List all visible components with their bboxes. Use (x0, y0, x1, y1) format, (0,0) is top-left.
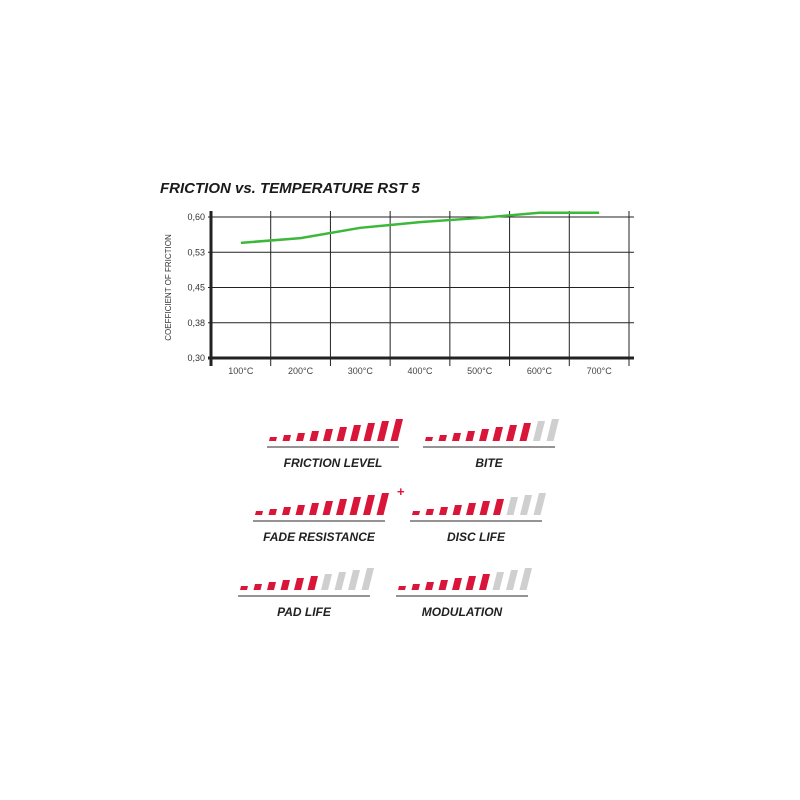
rating-bar-empty (492, 572, 504, 590)
rating-bar-filled (363, 423, 375, 441)
rating-bar-filled (363, 495, 375, 515)
plus-icon: + (397, 486, 405, 499)
rating-bar-filled (323, 429, 333, 441)
rating-bar-empty (361, 568, 374, 590)
chart-title: FRICTION vs. TEMPERATURE RST 5 (160, 180, 420, 197)
rating-bar-filled (255, 511, 263, 515)
x-tick-label: 300°C (348, 366, 374, 376)
rating-bar-filled (411, 584, 420, 590)
x-tick-label: 200°C (288, 366, 314, 376)
rating-label: FADE RESISTANCE (263, 530, 375, 544)
rating-bar-filled (240, 586, 248, 590)
rating-bar-filled (376, 493, 389, 515)
rating-bar-filled (267, 582, 276, 590)
rating-bar-filled (452, 433, 461, 441)
x-tick-label: 400°C (407, 366, 433, 376)
x-tick-label: 100°C (228, 366, 254, 376)
rating-bar-filled (506, 425, 517, 441)
rating-label: FRICTION LEVEL (283, 456, 383, 470)
rating-bar-filled (412, 511, 420, 515)
rating-bar-empty (533, 421, 545, 441)
rating-bar-filled (336, 499, 347, 515)
rating-bar-filled (425, 582, 434, 590)
x-tick-label: 700°C (587, 366, 613, 376)
x-tick-label: 600°C (527, 366, 553, 376)
friction-line (240, 211, 600, 245)
rating-bar-filled (322, 501, 333, 515)
rating-bar-filled (268, 509, 277, 515)
rating-label: MODULATION (421, 605, 503, 619)
rating-bar-empty (334, 572, 346, 590)
rating-bar-empty (533, 493, 546, 515)
rating-bar-empty (520, 495, 532, 515)
rating-bar-filled (295, 505, 305, 515)
rating-bar-empty (506, 570, 518, 590)
rating-bar-filled (438, 435, 447, 441)
rating-bar-filled (309, 503, 319, 515)
rating-bar-filled (479, 501, 490, 515)
rating-bar-filled (280, 580, 290, 590)
y-tick-label: 0,45 (187, 283, 205, 293)
rating-bar-filled (493, 499, 504, 515)
rating-bar-filled (425, 509, 434, 515)
rating-label: PAD LIFE (277, 605, 331, 619)
rating-bar-filled (439, 507, 448, 515)
rating-bar-filled (425, 437, 433, 441)
friction-chart: 0,30 0,38 0,45 0,53 0,60 100°C 200°C 300°C 400°C… (164, 211, 634, 376)
rating-bar-filled (479, 574, 490, 590)
rating-bar-filled (465, 431, 475, 441)
y-tick-label: 0,38 (187, 318, 205, 328)
rating-bar-filled (390, 419, 403, 441)
rating-bar-filled (309, 431, 319, 441)
y-axis-label: COEFFICIENT OF FRICTION (164, 234, 173, 341)
rating-bar-filled (282, 507, 291, 515)
y-tick-label: 0,30 (187, 353, 205, 363)
rating-bar-empty (506, 497, 518, 515)
rating-bar-filled (349, 497, 361, 515)
rating-bar-filled (466, 503, 476, 515)
rating-label: DISC LIFE (446, 530, 505, 544)
rating-bar-filled (479, 429, 489, 441)
rating-bar-filled (452, 505, 462, 515)
rating-bar-filled (492, 427, 503, 441)
rating-bar-filled (294, 578, 304, 590)
y-tick-label: 0,53 (187, 247, 205, 257)
rating-bar-filled (452, 578, 462, 590)
rating-bar-empty (546, 419, 559, 441)
rating-bar-empty (348, 570, 360, 590)
rating-bar-filled (307, 576, 318, 590)
rating-bar-filled (350, 425, 361, 441)
rating-bar-filled (269, 437, 277, 441)
rating-bar-filled (282, 435, 291, 441)
x-tick-label: 500°C (467, 366, 493, 376)
rating-bar-filled (465, 576, 476, 590)
rating-bar-filled (336, 427, 347, 441)
rating-bar-filled (296, 433, 305, 441)
y-tick-label: 0,60 (187, 212, 205, 222)
rating-bar-empty (519, 568, 532, 590)
rating-bar-filled (438, 580, 448, 590)
rating-bar-filled (398, 586, 406, 590)
rating-bar-empty (321, 574, 332, 590)
rating-label: BITE (475, 456, 503, 470)
rating-bar-filled (519, 423, 531, 441)
rating-bar-filled (377, 421, 389, 441)
rating-bar-filled (253, 584, 262, 590)
